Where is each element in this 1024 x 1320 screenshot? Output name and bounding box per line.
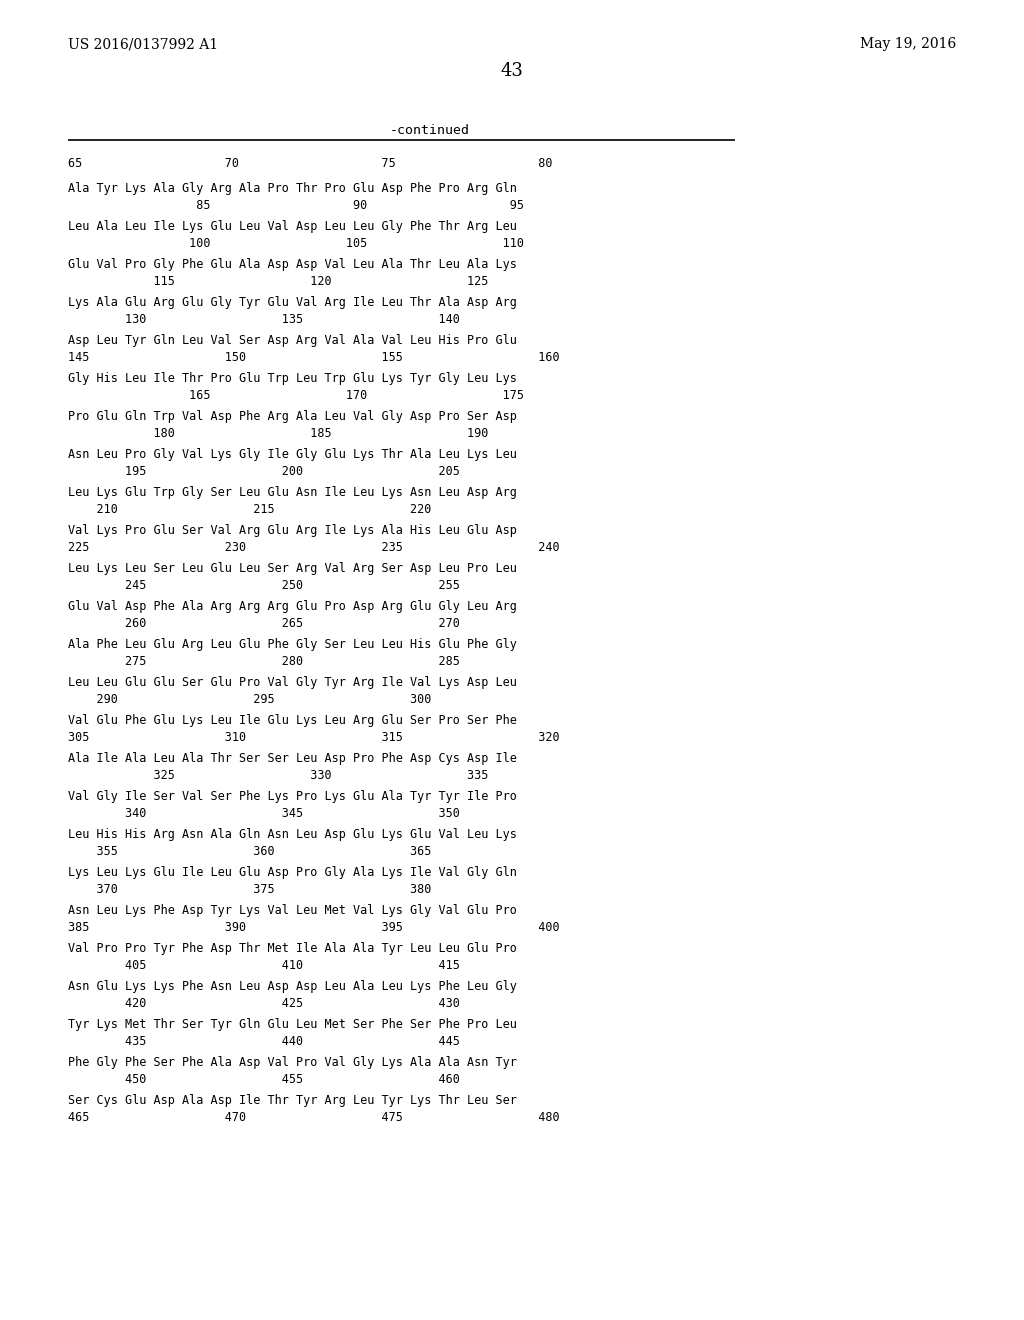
Text: 450                   455                   460: 450 455 460 (68, 1073, 460, 1086)
Text: Leu His His Arg Asn Ala Gln Asn Leu Asp Glu Lys Glu Val Leu Lys: Leu His His Arg Asn Ala Gln Asn Leu Asp … (68, 828, 517, 841)
Text: 355                   360                   365: 355 360 365 (68, 845, 431, 858)
Text: 225                   230                   235                   240: 225 230 235 240 (68, 541, 560, 554)
Text: 130                   135                   140: 130 135 140 (68, 313, 460, 326)
Text: May 19, 2016: May 19, 2016 (860, 37, 956, 51)
Text: 165                   170                   175: 165 170 175 (68, 389, 524, 403)
Text: 43: 43 (501, 62, 523, 81)
Text: -continued: -continued (390, 124, 470, 137)
Text: Phe Gly Phe Ser Phe Ala Asp Val Pro Val Gly Lys Ala Ala Asn Tyr: Phe Gly Phe Ser Phe Ala Asp Val Pro Val … (68, 1056, 517, 1069)
Text: 275                   280                   285: 275 280 285 (68, 655, 460, 668)
Text: 260                   265                   270: 260 265 270 (68, 616, 460, 630)
Text: Asp Leu Tyr Gln Leu Val Ser Asp Arg Val Ala Val Leu His Pro Glu: Asp Leu Tyr Gln Leu Val Ser Asp Arg Val … (68, 334, 517, 347)
Text: Val Gly Ile Ser Val Ser Phe Lys Pro Lys Glu Ala Tyr Tyr Ile Pro: Val Gly Ile Ser Val Ser Phe Lys Pro Lys … (68, 789, 517, 803)
Text: 100                   105                   110: 100 105 110 (68, 238, 524, 249)
Text: 465                   470                   475                   480: 465 470 475 480 (68, 1111, 560, 1125)
Text: Asn Leu Lys Phe Asp Tyr Lys Val Leu Met Val Lys Gly Val Glu Pro: Asn Leu Lys Phe Asp Tyr Lys Val Leu Met … (68, 904, 517, 917)
Text: Lys Ala Glu Arg Glu Gly Tyr Glu Val Arg Ile Leu Thr Ala Asp Arg: Lys Ala Glu Arg Glu Gly Tyr Glu Val Arg … (68, 296, 517, 309)
Text: Leu Lys Leu Ser Leu Glu Leu Ser Arg Val Arg Ser Asp Leu Pro Leu: Leu Lys Leu Ser Leu Glu Leu Ser Arg Val … (68, 562, 517, 576)
Text: Ala Phe Leu Glu Arg Leu Glu Phe Gly Ser Leu Leu His Glu Phe Gly: Ala Phe Leu Glu Arg Leu Glu Phe Gly Ser … (68, 638, 517, 651)
Text: 420                   425                   430: 420 425 430 (68, 997, 460, 1010)
Text: 435                   440                   445: 435 440 445 (68, 1035, 460, 1048)
Text: Glu Val Asp Phe Ala Arg Arg Arg Glu Pro Asp Arg Glu Gly Leu Arg: Glu Val Asp Phe Ala Arg Arg Arg Glu Pro … (68, 601, 517, 612)
Text: 305                   310                   315                   320: 305 310 315 320 (68, 731, 560, 744)
Text: 115                   120                   125: 115 120 125 (68, 275, 488, 288)
Text: 210                   215                   220: 210 215 220 (68, 503, 431, 516)
Text: 405                   410                   415: 405 410 415 (68, 960, 460, 972)
Text: 385                   390                   395                   400: 385 390 395 400 (68, 921, 560, 935)
Text: Val Lys Pro Glu Ser Val Arg Glu Arg Ile Lys Ala His Leu Glu Asp: Val Lys Pro Glu Ser Val Arg Glu Arg Ile … (68, 524, 517, 537)
Text: Pro Glu Gln Trp Val Asp Phe Arg Ala Leu Val Gly Asp Pro Ser Asp: Pro Glu Gln Trp Val Asp Phe Arg Ala Leu … (68, 411, 517, 422)
Text: 65                    70                    75                    80: 65 70 75 80 (68, 157, 553, 170)
Text: Val Glu Phe Glu Lys Leu Ile Glu Lys Leu Arg Glu Ser Pro Ser Phe: Val Glu Phe Glu Lys Leu Ile Glu Lys Leu … (68, 714, 517, 727)
Text: Asn Leu Pro Gly Val Lys Gly Ile Gly Glu Lys Thr Ala Leu Lys Leu: Asn Leu Pro Gly Val Lys Gly Ile Gly Glu … (68, 447, 517, 461)
Text: Leu Ala Leu Ile Lys Glu Leu Val Asp Leu Leu Gly Phe Thr Arg Leu: Leu Ala Leu Ile Lys Glu Leu Val Asp Leu … (68, 220, 517, 234)
Text: Ala Tyr Lys Ala Gly Arg Ala Pro Thr Pro Glu Asp Phe Pro Arg Gln: Ala Tyr Lys Ala Gly Arg Ala Pro Thr Pro … (68, 182, 517, 195)
Text: Ser Cys Glu Asp Ala Asp Ile Thr Tyr Arg Leu Tyr Lys Thr Leu Ser: Ser Cys Glu Asp Ala Asp Ile Thr Tyr Arg … (68, 1094, 517, 1107)
Text: 195                   200                   205: 195 200 205 (68, 465, 460, 478)
Text: Val Pro Pro Tyr Phe Asp Thr Met Ile Ala Ala Tyr Leu Leu Glu Pro: Val Pro Pro Tyr Phe Asp Thr Met Ile Ala … (68, 942, 517, 954)
Text: 370                   375                   380: 370 375 380 (68, 883, 431, 896)
Text: 85                    90                    95: 85 90 95 (68, 199, 524, 213)
Text: 245                   250                   255: 245 250 255 (68, 579, 460, 591)
Text: Tyr Lys Met Thr Ser Tyr Gln Glu Leu Met Ser Phe Ser Phe Pro Leu: Tyr Lys Met Thr Ser Tyr Gln Glu Leu Met … (68, 1018, 517, 1031)
Text: US 2016/0137992 A1: US 2016/0137992 A1 (68, 37, 218, 51)
Text: Glu Val Pro Gly Phe Glu Ala Asp Asp Val Leu Ala Thr Leu Ala Lys: Glu Val Pro Gly Phe Glu Ala Asp Asp Val … (68, 257, 517, 271)
Text: Gly His Leu Ile Thr Pro Glu Trp Leu Trp Glu Lys Tyr Gly Leu Lys: Gly His Leu Ile Thr Pro Glu Trp Leu Trp … (68, 372, 517, 385)
Text: Leu Leu Glu Glu Ser Glu Pro Val Gly Tyr Arg Ile Val Lys Asp Leu: Leu Leu Glu Glu Ser Glu Pro Val Gly Tyr … (68, 676, 517, 689)
Text: 180                   185                   190: 180 185 190 (68, 426, 488, 440)
Text: 340                   345                   350: 340 345 350 (68, 807, 460, 820)
Text: 145                   150                   155                   160: 145 150 155 160 (68, 351, 560, 364)
Text: Asn Glu Lys Lys Phe Asn Leu Asp Asp Leu Ala Leu Lys Phe Leu Gly: Asn Glu Lys Lys Phe Asn Leu Asp Asp Leu … (68, 979, 517, 993)
Text: Ala Ile Ala Leu Ala Thr Ser Ser Leu Asp Pro Phe Asp Cys Asp Ile: Ala Ile Ala Leu Ala Thr Ser Ser Leu Asp … (68, 752, 517, 766)
Text: Lys Leu Lys Glu Ile Leu Glu Asp Pro Gly Ala Lys Ile Val Gly Gln: Lys Leu Lys Glu Ile Leu Glu Asp Pro Gly … (68, 866, 517, 879)
Text: Leu Lys Glu Trp Gly Ser Leu Glu Asn Ile Leu Lys Asn Leu Asp Arg: Leu Lys Glu Trp Gly Ser Leu Glu Asn Ile … (68, 486, 517, 499)
Text: 290                   295                   300: 290 295 300 (68, 693, 431, 706)
Text: 325                   330                   335: 325 330 335 (68, 770, 488, 781)
